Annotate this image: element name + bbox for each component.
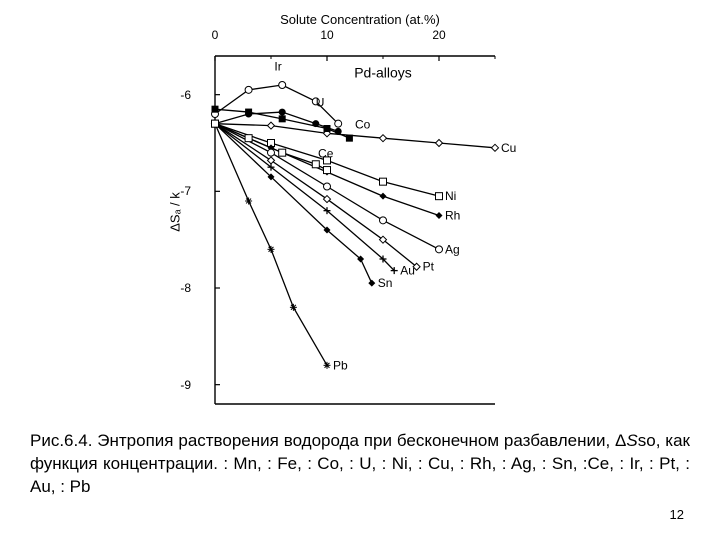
page-number: 12 (670, 507, 684, 522)
chart-plot: Pd-alloys Cu Ni Rh Ag Pt Au Sn Pb Ir U Co Ce (195, 48, 525, 412)
y-tick-label: -8 (180, 281, 191, 295)
y-ticks: -6 -7 -8 -9 (169, 48, 191, 412)
x-ticks: 0 10 20 (195, 28, 525, 42)
svg-text:U: U (316, 95, 325, 109)
x-tick-label: 10 (320, 28, 333, 42)
svg-text:Ni: Ni (445, 189, 456, 203)
caption-text-1: Энтропия растворения водорода при бескон… (92, 431, 626, 450)
y-tick-label: -6 (180, 88, 191, 102)
svg-text:Au: Au (400, 264, 415, 278)
svg-text:Ce: Ce (318, 147, 334, 161)
svg-text:Pt: Pt (423, 260, 435, 274)
svg-text:Sn: Sn (378, 276, 393, 290)
figure-caption: Рис.6.4. Энтропия растворения водорода п… (30, 430, 690, 499)
x-tick-label: 0 (212, 28, 219, 42)
svg-text:Cu: Cu (501, 141, 516, 155)
x-tick-label: 20 (432, 28, 445, 42)
x-axis-title: Solute Concentration (at.%) (195, 12, 525, 27)
svg-text:Pd-alloys: Pd-alloys (354, 64, 412, 80)
caption-italic-S: S (626, 431, 637, 450)
svg-text:Rh: Rh (445, 209, 460, 223)
svg-text:Ag: Ag (445, 242, 460, 256)
svg-text:Co: Co (355, 118, 371, 132)
caption-prefix: Рис.6.4. (30, 431, 92, 450)
svg-text:Pb: Pb (333, 358, 348, 372)
y-tick-label: -9 (180, 378, 191, 392)
y-tick-label: -7 (180, 184, 191, 198)
svg-text:Ir: Ir (274, 60, 281, 74)
